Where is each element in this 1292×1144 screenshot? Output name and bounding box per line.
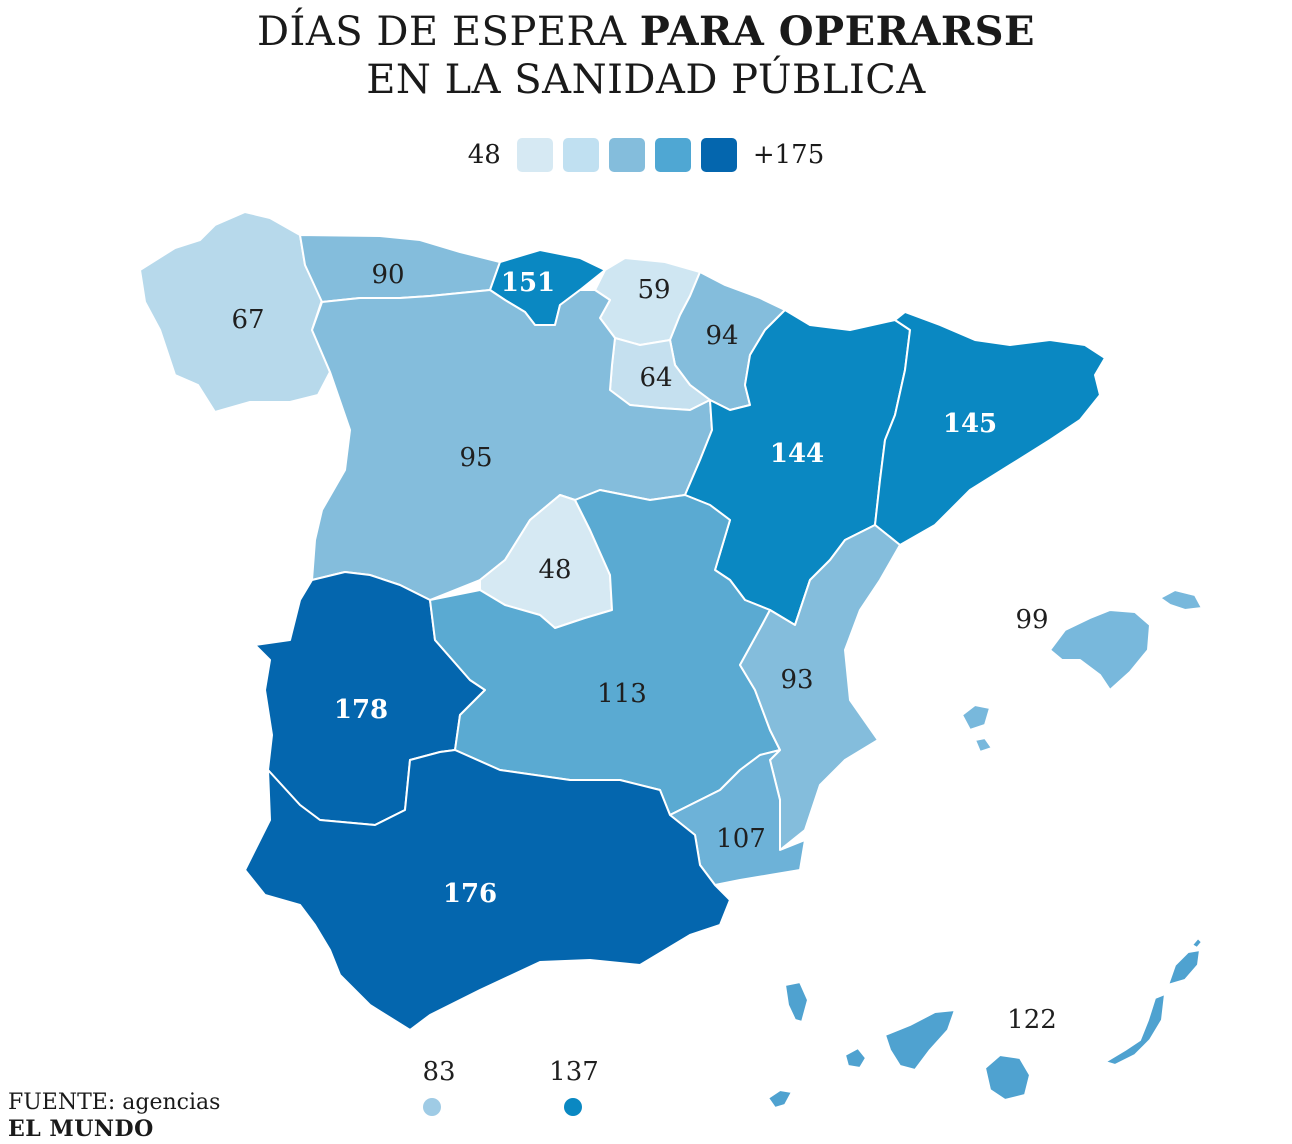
source-credit: FUENTE: agencias EL MUNDO [8,1090,220,1143]
label-aragon: 144 [770,439,824,469]
region-canarias-fuerteventura [1104,993,1166,1066]
region-melilla [564,1098,582,1116]
map-title: DÍAS DE ESPERA PARA OPERARSE EN LA SANID… [0,8,1292,104]
label-cantabria: 151 [501,268,555,298]
brand-label: EL MUNDO [8,1116,154,1142]
title-line1-bold: PARA OPERARSE [639,8,1035,55]
label-andalucia: 176 [443,879,497,909]
label-cataluna: 145 [943,409,997,439]
label-madrid: 48 [538,555,571,585]
region-canarias-lanzarote [1167,949,1201,986]
label-navarra: 94 [705,321,738,351]
legend-swatch-2 [562,138,599,172]
label-asturias: 90 [371,260,404,290]
legend-swatch-1 [516,138,553,172]
legend-swatch-5 [700,138,737,172]
title-line2: EN LA SANIDAD PÚBLICA [366,57,926,103]
title-line1-normal: DÍAS DE ESPERA [256,9,640,55]
label-valencia: 93 [780,665,813,695]
region-baleares-menorca [1159,589,1203,611]
label-extremadura: 178 [334,695,388,725]
region-canarias-lapalma [784,981,809,1023]
label-pais-vasco: 59 [637,275,670,305]
region-canarias-graciosa [1191,937,1203,949]
region-canarias-gomera [844,1047,867,1069]
label-castilla-la-mancha: 113 [597,679,647,709]
label-ceuta: 83 [422,1057,455,1087]
source-label: FUENTE: [8,1090,116,1115]
legend-min-label: 48 [467,140,501,170]
legend-max-label: +175 [752,140,825,170]
label-la-rioja: 64 [639,363,672,393]
label-canarias: 122 [1007,1005,1057,1035]
label-melilla: 137 [549,1057,599,1087]
source-value: agencias [115,1090,221,1115]
region-cataluna [874,311,1106,546]
legend-swatch-4 [654,138,691,172]
region-baleares-mallorca [1049,609,1151,691]
label-murcia: 107 [716,824,766,854]
region-canarias-grancanaria [984,1054,1031,1101]
region-baleares-ibiza [961,704,991,731]
legend-swatch-3 [608,138,645,172]
label-baleares: 99 [1015,605,1048,635]
region-canarias-tenerife [884,1009,956,1071]
region-canarias-hierro [767,1089,793,1109]
label-galicia: 67 [231,305,264,335]
region-andalucia [244,749,731,1031]
color-legend: 48 +175 [0,138,1292,172]
label-castilla-leon: 95 [459,443,492,473]
region-ceuta [423,1098,441,1116]
region-baleares-formentera [974,737,993,753]
